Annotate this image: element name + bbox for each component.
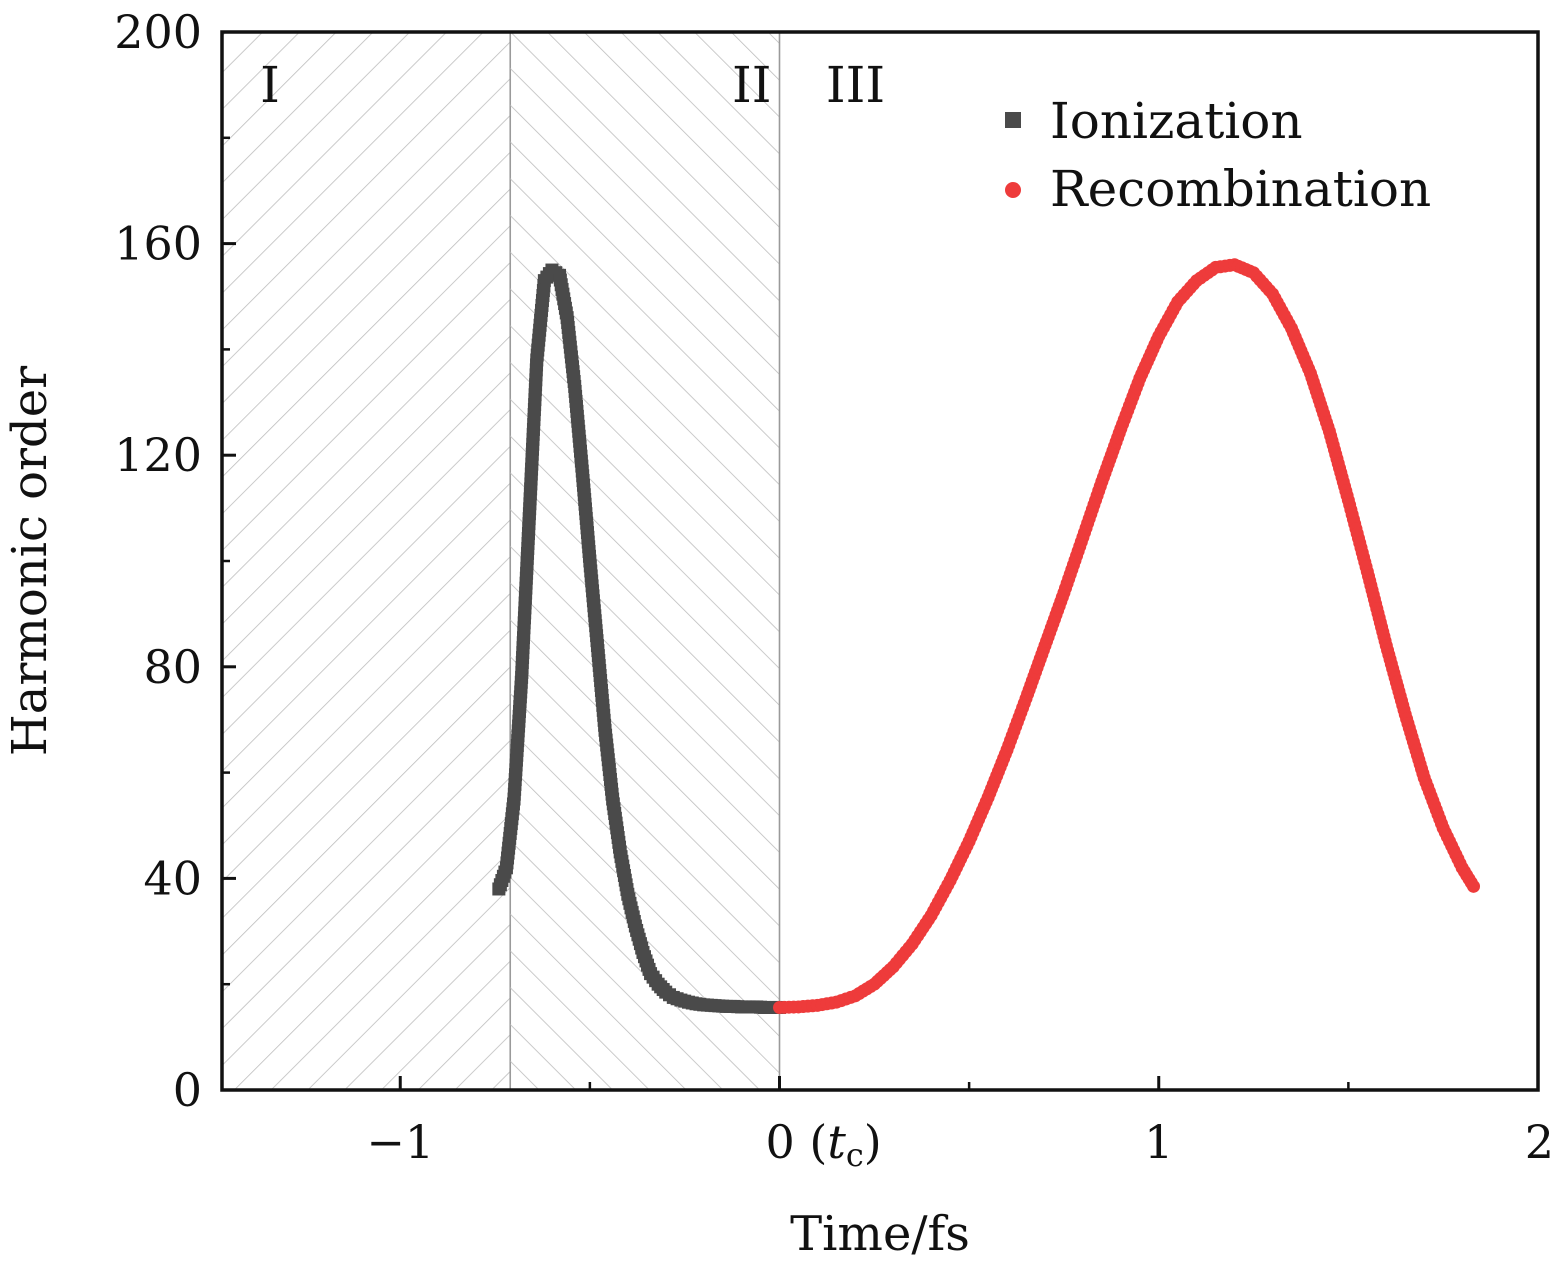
y-tick-label: 200 xyxy=(114,5,202,59)
x-tick-label: −1 xyxy=(366,1115,434,1169)
y-axis-title: Harmonic order xyxy=(2,366,58,756)
region-2-shading xyxy=(510,32,780,1090)
legend-label-ionization: Ionization xyxy=(1050,92,1303,150)
legend-marker-ionization xyxy=(1005,112,1021,128)
series-ionization xyxy=(492,263,786,1014)
region-label-3: III xyxy=(826,56,885,114)
x-tick-label: 1 xyxy=(1144,1115,1173,1169)
series xyxy=(492,258,1481,1014)
region-label-2: II xyxy=(732,56,772,114)
x-tick-label: 0 (tc) xyxy=(765,1115,881,1174)
legend: Ionization Recombination xyxy=(1005,92,1431,218)
y-tick-label: 80 xyxy=(143,640,202,694)
region-labels: I II III xyxy=(260,56,885,114)
legend-label-recombination: Recombination xyxy=(1050,160,1431,218)
y-tick-label: 120 xyxy=(114,428,202,482)
series-recombination xyxy=(772,258,1481,1014)
data-point xyxy=(1467,879,1481,893)
y-tick-label: 40 xyxy=(143,851,202,905)
y-tick-label: 0 xyxy=(173,1063,202,1117)
region-1-shading xyxy=(222,32,511,1090)
y-tick-label: 160 xyxy=(114,217,202,271)
regions xyxy=(222,32,781,1090)
x-axis-title: Time/fs xyxy=(790,1206,970,1262)
legend-marker-recombination xyxy=(1005,182,1021,198)
x-tick-label: 2 xyxy=(1525,1115,1554,1169)
region-label-1: I xyxy=(260,56,280,114)
